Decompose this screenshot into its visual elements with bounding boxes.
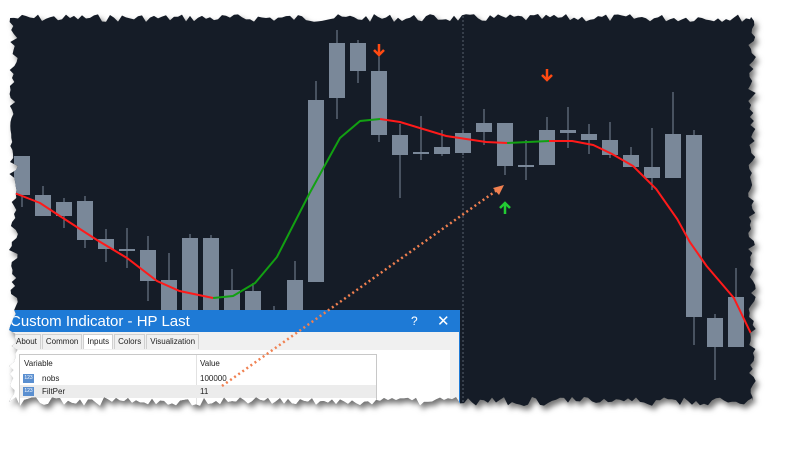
candle-body	[686, 135, 702, 317]
candle	[287, 261, 303, 315]
column-separator	[196, 355, 197, 406]
candle-body	[497, 123, 513, 166]
candle	[371, 56, 387, 142]
arrow-head	[541, 74, 553, 82]
candle	[350, 40, 366, 83]
table-row[interactable]: 123 FiltPer 11	[20, 385, 376, 398]
help-button[interactable]: ?	[411, 314, 418, 328]
candle-body	[182, 238, 198, 315]
tab-inputs[interactable]: Inputs	[83, 334, 114, 349]
integer-type-icon: 123	[23, 374, 34, 383]
close-button[interactable]: ✕	[437, 313, 450, 330]
candle	[140, 236, 156, 301]
candle-body	[371, 71, 387, 135]
candle	[476, 109, 492, 145]
candle-body	[56, 202, 72, 216]
candle	[203, 235, 219, 315]
header-value: Value	[200, 359, 220, 368]
candle-body	[14, 156, 30, 195]
candle	[119, 228, 135, 268]
candle	[14, 156, 30, 207]
candle-body	[350, 43, 366, 71]
sell-arrow-icon	[373, 44, 385, 57]
dialog-titlebar[interactable]: Custom Indicator - HP Last ? ✕	[9, 311, 459, 332]
custom-indicator-dialog: Custom Indicator - HP Last ? ✕ About Com…	[9, 310, 460, 406]
candle	[581, 124, 597, 154]
candle-body	[329, 43, 345, 98]
filter-line-up	[213, 118, 381, 299]
candle-body	[413, 152, 429, 154]
arrow-head	[499, 201, 511, 209]
candle-body	[98, 239, 114, 249]
candle	[497, 123, 513, 175]
candle	[392, 124, 408, 198]
variable-value[interactable]: 100000	[200, 374, 227, 383]
inputs-table: Variable Value 123 nobs 100000 123 FiltP…	[19, 354, 377, 406]
filter-line-down	[379, 118, 508, 144]
candle	[224, 269, 240, 315]
tab-colors[interactable]: Colors	[114, 334, 146, 349]
candle-body	[140, 250, 156, 281]
variable-name: FiltPer	[42, 387, 66, 396]
candle-body	[665, 134, 681, 178]
tab-bar: About Common Inputs Colors Visualization	[12, 334, 200, 349]
candle-body	[203, 238, 219, 315]
candle-body	[581, 134, 597, 140]
candle	[413, 116, 429, 160]
tab-common[interactable]: Common	[41, 334, 83, 349]
sell-arrow-icon	[541, 69, 553, 82]
candle-body	[455, 133, 471, 153]
candle	[665, 92, 681, 178]
candle	[56, 198, 72, 228]
dialog-title: Custom Indicator - HP Last	[10, 313, 190, 330]
candle	[329, 30, 345, 119]
filter-line-up	[507, 140, 550, 144]
filter-line-down	[11, 191, 214, 299]
candle-body	[476, 123, 492, 132]
tab-visualization[interactable]: Visualization	[146, 334, 200, 349]
variable-name: nobs	[42, 374, 60, 383]
candle-body	[707, 318, 723, 347]
candle	[455, 130, 471, 155]
candle	[77, 196, 93, 248]
candle-body	[644, 167, 660, 178]
candle	[707, 314, 723, 380]
variable-value[interactable]: 11	[200, 387, 209, 396]
candle-body	[77, 201, 93, 240]
buy-arrow-icon	[499, 201, 511, 214]
candle-body	[392, 135, 408, 155]
candle	[644, 128, 660, 190]
table-header: Variable Value	[20, 357, 376, 370]
candle-body	[623, 155, 639, 167]
candle	[728, 268, 744, 347]
candle	[686, 130, 702, 345]
candle-body	[539, 130, 555, 165]
candle-body	[560, 130, 576, 133]
header-variable: Variable	[24, 359, 53, 368]
candle-body	[119, 249, 135, 251]
integer-type-icon: 123	[23, 387, 34, 396]
candle-body	[518, 165, 534, 167]
candle	[182, 234, 198, 315]
filter-line-down	[549, 140, 752, 334]
candle	[518, 140, 534, 180]
tab-about[interactable]: About	[12, 334, 41, 349]
table-row[interactable]: 123 nobs 100000	[20, 372, 376, 385]
arrow-head	[373, 49, 385, 57]
candle-body	[434, 147, 450, 154]
